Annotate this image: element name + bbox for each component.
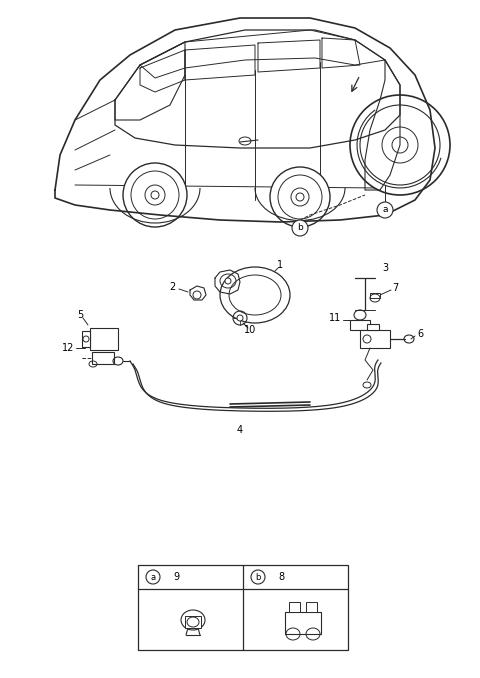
Bar [92, 352, 114, 364]
Bar [185, 616, 201, 628]
Bar [367, 324, 379, 330]
Bar [350, 320, 370, 330]
Bar [360, 330, 390, 348]
Text: 10: 10 [244, 325, 256, 335]
Bar [90, 328, 118, 350]
Circle shape [251, 570, 265, 584]
Circle shape [377, 202, 393, 218]
Text: 1: 1 [277, 260, 283, 270]
Bar [138, 565, 348, 650]
Ellipse shape [350, 95, 450, 195]
Text: b: b [297, 224, 303, 233]
Bar [289, 602, 300, 612]
Ellipse shape [237, 315, 243, 321]
Bar [370, 293, 380, 298]
Text: 2: 2 [169, 282, 175, 292]
Ellipse shape [270, 167, 330, 227]
Text: 11: 11 [329, 313, 341, 323]
Text: b: b [255, 572, 261, 582]
Ellipse shape [123, 163, 187, 227]
Text: 6: 6 [417, 329, 423, 339]
Text: a: a [382, 205, 388, 214]
Circle shape [292, 220, 308, 236]
Ellipse shape [220, 267, 290, 323]
Text: 9: 9 [173, 572, 179, 582]
Text: 5: 5 [77, 310, 83, 320]
Bar [82, 331, 90, 347]
Text: a: a [150, 572, 156, 582]
Text: 7: 7 [392, 283, 398, 293]
Ellipse shape [225, 278, 231, 284]
Text: 4: 4 [237, 425, 243, 435]
Text: 3: 3 [382, 263, 388, 273]
Text: 8: 8 [278, 572, 284, 582]
Bar [285, 612, 321, 634]
Circle shape [146, 570, 160, 584]
Bar [306, 602, 317, 612]
Text: 12: 12 [62, 343, 74, 353]
